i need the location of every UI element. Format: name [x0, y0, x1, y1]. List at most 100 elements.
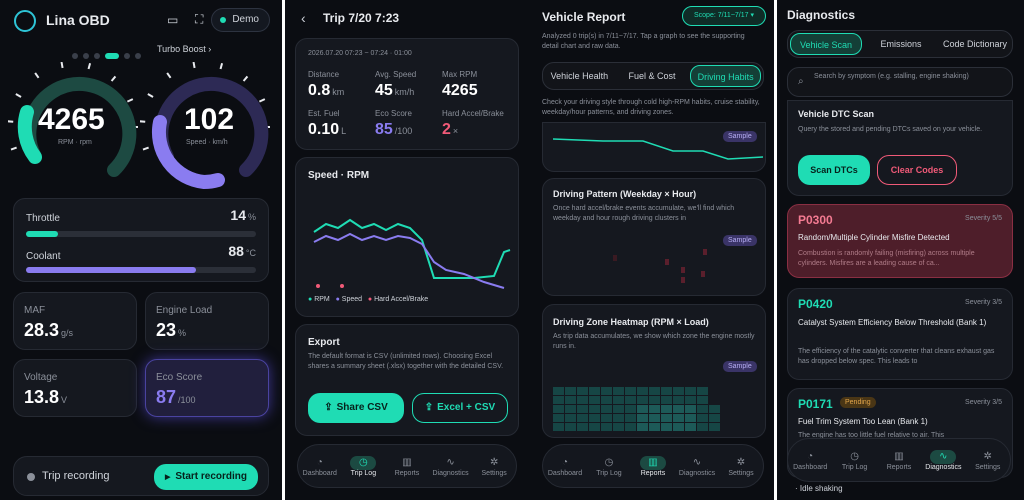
nav-reports[interactable]: ▥ Reports — [640, 455, 666, 477]
heatmap-cell — [613, 414, 624, 422]
scope-button[interactable]: Scope: 7/11~7/17 ▾ — [682, 6, 766, 26]
zone-heatmap — [553, 387, 720, 431]
clear-codes-button[interactable]: Clear Codes — [877, 155, 957, 185]
heatmap-cell — [637, 387, 648, 395]
heatmap-cell — [601, 423, 612, 431]
scan-dtcs-button[interactable]: Scan DTCs — [798, 155, 870, 185]
nav-diagnostics[interactable]: ∿ Diagnostics — [432, 456, 469, 477]
heatmap-cell — [553, 387, 564, 395]
heatmap-cell — [709, 414, 720, 422]
gauge-tick — [110, 75, 117, 82]
share-csv-button[interactable]: ⇪ Share CSV — [308, 393, 404, 423]
tab-driving-habits[interactable]: Driving Habits — [690, 65, 762, 87]
heatmap-card[interactable]: Driving Zone Heatmap (RPM × Load) As tri… — [542, 304, 766, 438]
dtc-scan-card: Vehicle DTC Scan Query the stored and pe… — [787, 100, 1013, 196]
heatmap-cell — [565, 405, 576, 413]
excel-csv-button[interactable]: ⇪ Excel + CSV — [412, 393, 508, 423]
nav-diagnostics[interactable]: ∿ Diagnostics — [678, 456, 716, 477]
nav-settings[interactable]: ✲ Settings — [975, 450, 1001, 471]
heatmap-cell — [697, 396, 708, 404]
hard-event-point — [340, 284, 344, 288]
nav-dashboard[interactable]: ◔ Dashboard — [793, 450, 828, 471]
chart-title: Speed · RPM — [308, 170, 370, 181]
export-icon: ⇪ — [424, 402, 434, 413]
cast-icon[interactable]: ▭ — [167, 13, 179, 27]
gauge-tick — [192, 62, 196, 69]
cruise-card[interactable]: Sample — [542, 122, 766, 172]
gauge-tick — [87, 62, 92, 70]
habit-desc: Check your driving style through cold hi… — [542, 99, 760, 116]
heatmap-cell — [577, 414, 588, 422]
heatmap-cell — [685, 405, 696, 413]
heatmap-cell — [673, 387, 684, 395]
nav-dashboard[interactable]: ◔ Dashboard — [302, 456, 337, 477]
dtc-item[interactable]: P0300 Severity 5/5 Random/Multiple Cylin… — [787, 204, 1013, 278]
dtc-item[interactable]: P0420 Severity 3/5 Catalyst System Effic… — [787, 288, 1013, 380]
heatmap-cell — [697, 414, 708, 422]
tab-vehicle-health[interactable]: Vehicle Health — [550, 71, 609, 81]
tab-emissions[interactable]: Emissions — [880, 39, 922, 49]
nav-reports[interactable]: ▥ Reports — [394, 456, 420, 477]
turbo-link[interactable]: Turbo Boost › — [157, 44, 212, 54]
tab-fuel-cost[interactable]: Fuel & Cost — [628, 71, 676, 81]
gear-icon: ✲ — [736, 456, 746, 468]
fuel-label: Est. Fuel — [308, 109, 340, 118]
gauge-icon: ◔ — [561, 456, 569, 468]
speed-rpm-chart-card[interactable]: Speed · RPM ● RPM ● Speed ● Hard Accel/B… — [295, 157, 519, 317]
nav-settings[interactable]: ✲ Settings — [728, 456, 754, 477]
nav-diagnostics[interactable]: ∿ Diagnostics — [925, 449, 962, 471]
scan-desc: Query the stored and pending DTCs saved … — [798, 126, 983, 133]
heatmap-cell — [601, 396, 612, 404]
heatmap-cell — [649, 405, 660, 413]
back-arrow-icon[interactable]: ‹ — [301, 10, 306, 26]
heatmap-cell — [661, 405, 672, 413]
voltage-label: Voltage — [24, 372, 58, 383]
heatmap-cell — [589, 396, 600, 404]
demo-button[interactable]: Demo — [211, 8, 270, 32]
bar-chart-icon: ▥ — [640, 455, 666, 470]
heatmap-cell — [553, 405, 564, 413]
gauge-tick — [8, 120, 14, 123]
heatmap-cell — [649, 414, 660, 422]
gauge-tick — [166, 72, 172, 79]
report-desc: Analyzed 0 trip(s) in 7/11~7/17. Tap a g… — [542, 33, 745, 50]
clock-icon: ◷ — [850, 450, 859, 462]
heatmap-cell — [613, 423, 624, 431]
symptom-search[interactable]: ⌕ Search by symptom (e.g. stalling, engi… — [787, 67, 1013, 97]
export-card: Export The default format is CSV (unlimi… — [295, 324, 519, 436]
tab-code-dictionary[interactable]: Code Dictionary — [942, 39, 1008, 49]
dtc-code: P0171 — [798, 397, 833, 411]
fullscreen-icon[interactable]: ⛶ — [195, 12, 204, 26]
nav-trip-log[interactable]: ◷ Trip Log — [841, 450, 868, 471]
dtc-code: P0420 — [798, 297, 833, 311]
page-dots[interactable] — [72, 46, 146, 64]
nav-reports[interactable]: ▥ Reports — [886, 450, 912, 471]
clock-icon: ◷ — [350, 455, 377, 470]
gauge-tick — [60, 62, 64, 69]
heatmap-cell — [697, 387, 708, 395]
trip-summary-card: 2026.07.20 07:23 ~ 07:24 · 01:00 Distanc… — [295, 38, 519, 150]
trip-detail-screen: ‹ Trip 7/20 7:23 2026.07.20 07:23 ~ 07:2… — [285, 0, 532, 500]
heatmap-cell — [601, 414, 612, 422]
maf-card: MAF 28.3 g/s — [13, 292, 137, 350]
eco-unit: /100 — [178, 395, 196, 405]
pattern-card[interactable]: Driving Pattern (Weekday × Hour) Once ha… — [542, 178, 766, 296]
gauge-tick — [258, 98, 266, 103]
start-recording-button[interactable]: ▶ Start recording — [154, 464, 258, 490]
heatmap-cell — [685, 387, 696, 395]
heatmap-cell — [601, 405, 612, 413]
hard-unit: × — [452, 126, 459, 136]
heatmap-cell — [553, 396, 564, 404]
rpm-gauge — [8, 62, 138, 177]
gauge-tick — [142, 146, 149, 151]
scan-title: Vehicle DTC Scan — [798, 109, 875, 119]
hard-label: Hard Accel/Brake — [442, 109, 504, 118]
nav-trip-log[interactable]: ◷ Trip Log — [596, 456, 622, 477]
nav-trip-log[interactable]: ◷ Trip Log — [350, 455, 377, 477]
tab-vehicle-scan[interactable]: Vehicle Scan — [790, 33, 862, 55]
speed-series-line — [313, 232, 505, 289]
search-input[interactable]: Search by symptom (e.g. stalling, engine… — [814, 73, 969, 80]
nav-settings[interactable]: ✲ Settings — [481, 456, 507, 477]
nav-dashboard[interactable]: ◔ Dashboard — [547, 456, 583, 477]
heatmap-cell — [577, 423, 588, 431]
